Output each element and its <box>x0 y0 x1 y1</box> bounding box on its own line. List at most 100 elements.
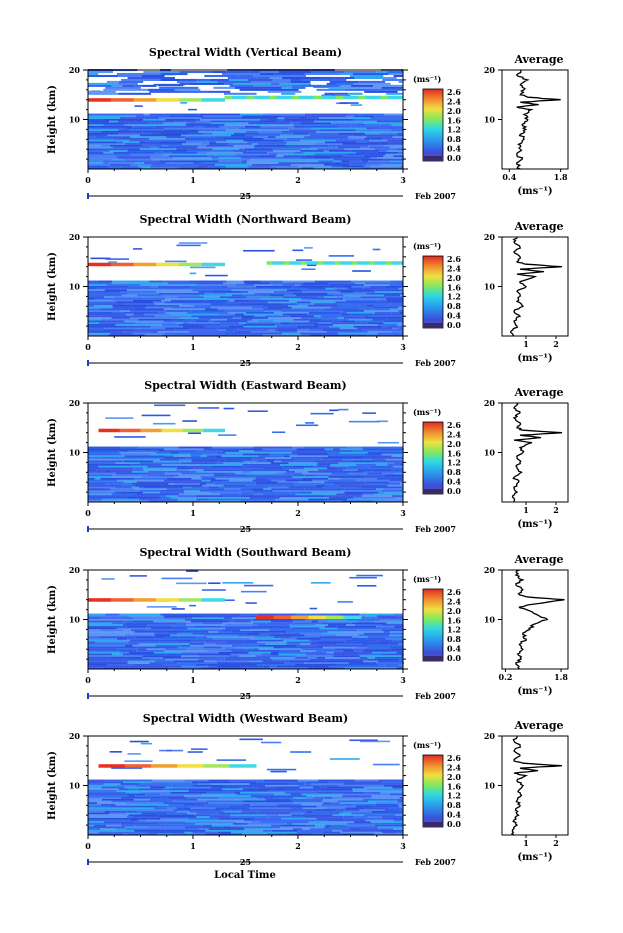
heatmap-cell <box>326 651 334 654</box>
heatmap-cell <box>146 606 177 608</box>
heatmap-cell <box>88 118 102 121</box>
heatmap-cell <box>129 740 149 743</box>
heatmap-cell <box>118 80 144 83</box>
heatmap-cell <box>128 795 136 798</box>
heatmap-cell <box>321 76 335 80</box>
heatmap-cell <box>312 665 330 668</box>
heatmap-cell <box>329 665 370 668</box>
heatmap-cell <box>295 259 313 261</box>
heatmap-cell <box>128 450 145 452</box>
x-tick-label: 2 <box>295 342 301 352</box>
heatmap-cell <box>154 125 195 128</box>
heatmap-cell <box>313 809 337 811</box>
heatmap-cell <box>249 783 290 785</box>
heatmap-cell <box>284 118 316 121</box>
heatmap-cell <box>291 450 333 452</box>
heatmap-cell <box>88 455 125 458</box>
heatmap-cell <box>385 88 403 91</box>
heatmap-cell <box>243 465 283 468</box>
heatmap-cell <box>138 788 163 791</box>
heatmap-cell <box>150 167 178 170</box>
heatmap-cell <box>150 165 172 168</box>
heatmap-cell <box>292 828 302 830</box>
heatmap-cell <box>356 123 366 126</box>
heatmap-cell <box>100 318 138 321</box>
heatmap-cell <box>393 155 403 158</box>
heatmap-cell <box>273 791 285 794</box>
heatmap-cell <box>189 469 204 471</box>
heatmap-cell <box>266 477 303 480</box>
heatmap-cell <box>391 313 403 316</box>
heatmap-cell <box>384 663 400 666</box>
heatmap-cell <box>88 137 114 140</box>
heatmap-cell <box>357 629 382 632</box>
heatmap-cell <box>300 632 323 635</box>
heatmap-cell <box>313 120 341 123</box>
heatmap-cell <box>301 148 318 151</box>
heatmap-cell <box>88 824 95 827</box>
heatmap-cell <box>294 656 309 659</box>
colorbar-tick-label: 1.2 <box>447 292 461 302</box>
heatmap-cell <box>337 662 349 664</box>
colorbar-tick-label: 2.0 <box>447 606 461 616</box>
heatmap-cell <box>290 456 322 459</box>
heatmap-cell <box>286 630 328 633</box>
heatmap-band-cell <box>306 261 313 265</box>
heatmap-cell <box>125 802 164 804</box>
heatmap-cell <box>88 456 101 459</box>
heatmap-cell <box>350 313 374 316</box>
heatmap-cell <box>110 332 118 335</box>
heatmap-cell <box>316 805 357 808</box>
heatmap-cell <box>324 500 343 503</box>
heatmap-cell <box>253 146 277 149</box>
colorbar-tick-label: 1.2 <box>447 791 461 801</box>
heatmap-cell <box>342 285 352 288</box>
heatmap-cell <box>299 629 314 632</box>
heatmap-cell <box>381 815 391 818</box>
heatmap-cell <box>282 76 322 80</box>
heatmap-cell <box>388 641 403 644</box>
heatmap-cell <box>346 623 355 626</box>
heatmap-cell <box>166 495 178 497</box>
heatmap-cell <box>180 630 209 633</box>
heatmap-cell <box>234 86 263 89</box>
heatmap-cell <box>122 653 143 656</box>
heatmap-cell <box>184 489 201 492</box>
heatmap-cell <box>121 78 161 81</box>
heatmap-cell <box>88 800 112 803</box>
avg-y-tick-label: 20 <box>484 565 496 575</box>
heatmap-cell <box>308 656 317 659</box>
heatmap-cell <box>396 615 403 618</box>
heatmap-cell <box>246 130 258 133</box>
heatmap-cell <box>267 301 290 304</box>
heatmap-band-cell <box>260 615 266 620</box>
heatmap-cell <box>277 117 285 119</box>
heatmap-cell <box>277 648 302 651</box>
heatmap-cell <box>258 155 276 158</box>
heatmap-cell <box>181 292 205 295</box>
heatmap-cell <box>364 453 382 456</box>
heatmap-band-cell <box>317 261 324 265</box>
heatmap-cell <box>217 308 256 311</box>
heatmap-cell <box>88 620 123 623</box>
heatmap-cell <box>122 833 129 836</box>
heatmap-cell <box>164 663 196 666</box>
heatmap-band-cell <box>339 615 344 620</box>
heatmap-cell <box>361 495 393 497</box>
heatmap-cell <box>287 141 325 144</box>
heatmap-cell <box>219 296 247 299</box>
heatmap-cell <box>121 294 138 297</box>
heatmap-cell <box>144 334 162 337</box>
heatmap-cell <box>88 167 112 170</box>
heatmap-cell <box>253 136 268 138</box>
heatmap-cell <box>228 613 242 616</box>
heatmap-cell <box>338 304 367 307</box>
heatmap-cell <box>289 623 315 626</box>
colorbar-tick-label: 0.8 <box>447 134 461 144</box>
heatmap-cell <box>125 828 161 830</box>
heatmap-cell <box>124 123 148 126</box>
heatmap-cell <box>216 759 247 761</box>
heatmap-cell <box>116 301 154 304</box>
heatmap-band-cell <box>269 95 278 100</box>
heatmap-cell <box>117 141 124 144</box>
